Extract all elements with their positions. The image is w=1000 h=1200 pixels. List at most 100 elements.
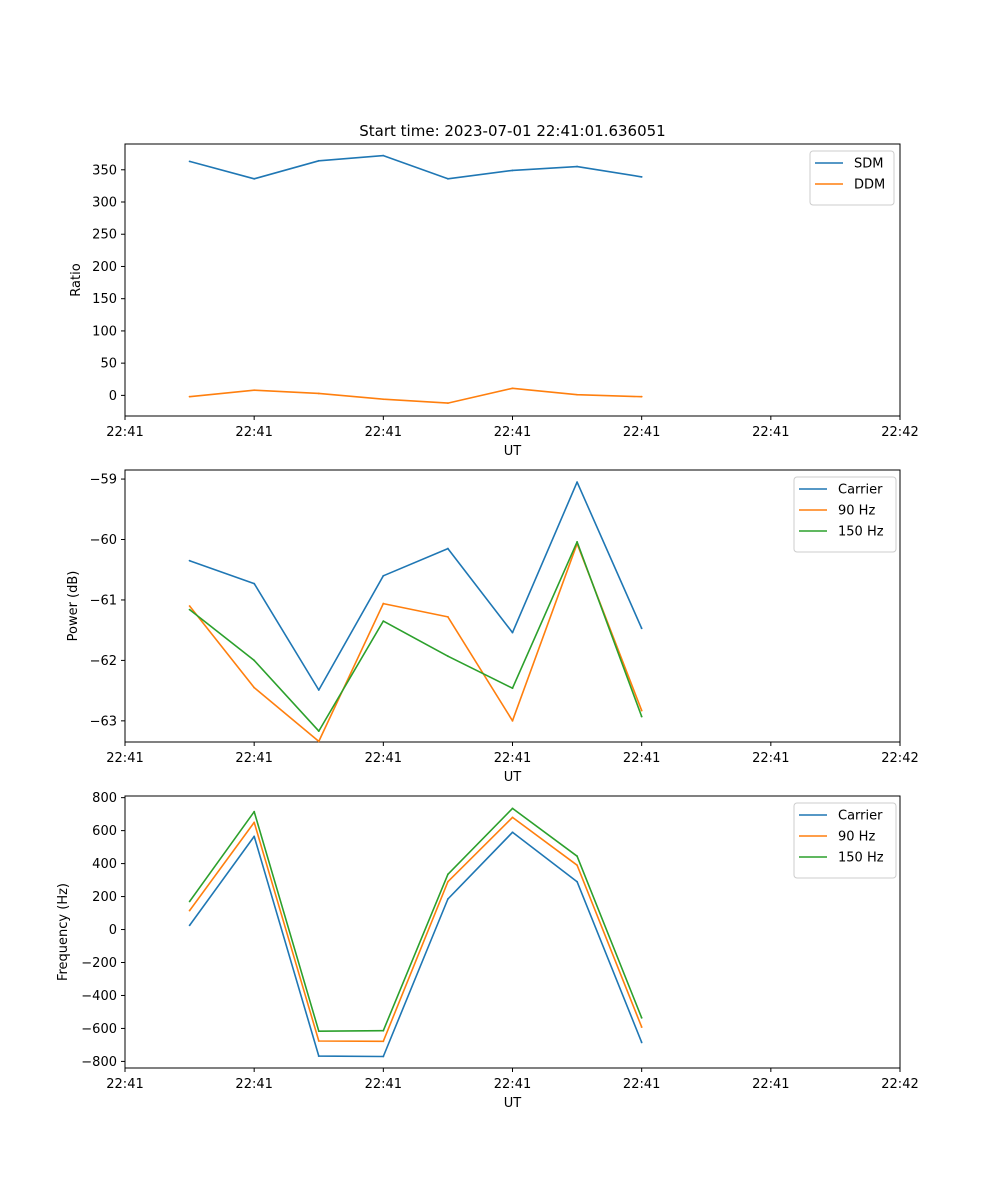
data-point [188, 605, 191, 607]
x-tick-label: 22:41 [623, 1077, 660, 1092]
data-point [253, 686, 256, 689]
data-point [640, 709, 643, 712]
data-point [447, 402, 449, 405]
x-tick-label: 22:41 [365, 425, 402, 440]
data-point [511, 169, 514, 172]
x-tick-label: 22:41 [365, 751, 402, 766]
y-tick-label: −59 [90, 473, 117, 488]
data-point [576, 541, 578, 543]
y-tick-label: 200 [92, 890, 117, 905]
x-tick-label: 22:41 [623, 751, 660, 766]
data-point [317, 730, 320, 733]
y-axis-label: Ratio [69, 263, 84, 296]
data-point [317, 159, 320, 162]
y-tick-label: −200 [81, 956, 117, 971]
data-point [382, 398, 385, 401]
y-tick-label: 800 [92, 791, 117, 806]
legend-entry: 150 Hz [838, 851, 884, 866]
y-tick-label: 300 [92, 196, 117, 211]
data-point [317, 1030, 320, 1033]
chart-panels: 22:41 22:41 22:41 22:41 22:41 22:41 22:42 0 50 10… [56, 143, 919, 1111]
ratio-chart: 22:41 22:41 22:41 22:41 22:41 22:41 22:42 0 50 10… [69, 143, 919, 459]
legend-entry: 150 Hz [838, 525, 884, 540]
data-point [317, 740, 320, 743]
data-point [382, 574, 385, 577]
y-axis-label: Frequency (Hz) [56, 883, 71, 981]
x-tick-label: 22:42 [881, 751, 918, 766]
y-tick-label: −63 [90, 714, 117, 729]
data-point [253, 582, 256, 585]
legend: Carrier 90 Hz 150 Hz [793, 476, 897, 553]
data-point [253, 389, 256, 392]
y-tick-label: 50 [100, 357, 117, 372]
data-point [382, 620, 385, 623]
legend-entry: Carrier [838, 483, 883, 498]
data-point [640, 1016, 643, 1019]
x-axis-label: UT [504, 1096, 522, 1111]
data-point [511, 807, 514, 810]
series-line-carrier [188, 831, 643, 1058]
data-point [317, 392, 320, 395]
frequency-chart: 22:41 22:41 22:41 22:41 22:41 22:41 22:42 −800 −… [56, 791, 919, 1111]
y-tick-label: 400 [92, 857, 117, 872]
x-tick-label: 22:41 [106, 425, 143, 440]
legend: Carrier 90 Hz 150 Hz [793, 802, 897, 879]
x-axis-label: UT [504, 770, 522, 785]
y-tick-label: 150 [92, 292, 117, 307]
legend: SDM DDM [809, 150, 895, 206]
data-point [317, 689, 320, 691]
y-tick-label: 100 [92, 324, 117, 339]
legend-entry: Carrier [838, 809, 883, 824]
series-line-sdm [189, 154, 642, 180]
x-tick-label: 22:41 [235, 751, 272, 766]
y-tick-label: 600 [92, 824, 117, 839]
data-point [382, 602, 385, 605]
data-point [188, 160, 191, 163]
x-tick-label: 22:41 [235, 1077, 272, 1092]
data-point [188, 909, 191, 912]
legend-frame [793, 802, 897, 879]
data-point [447, 655, 449, 658]
legend-entry: SDM [854, 157, 883, 172]
data-point [317, 1055, 320, 1058]
legend-entry: DDM [854, 178, 885, 193]
y-tick-label: −61 [90, 593, 117, 608]
y-tick-label: −400 [81, 989, 117, 1004]
data-point [640, 627, 643, 630]
x-tick-label: 22:41 [106, 1077, 143, 1092]
data-point [511, 631, 514, 634]
data-point [253, 810, 256, 813]
data-point [447, 615, 449, 618]
data-point [188, 608, 191, 611]
data-point [576, 393, 578, 396]
data-point [382, 1040, 385, 1043]
x-tick-label: 22:42 [881, 425, 918, 440]
y-tick-label: −60 [90, 533, 117, 548]
series-line-90-hz [188, 816, 643, 1043]
data-point [576, 880, 578, 883]
y-tick-label: 0 [109, 389, 117, 404]
data-point [382, 1029, 385, 1032]
data-point [188, 924, 191, 927]
data-point [253, 659, 256, 662]
x-tick-label: 22:41 [494, 425, 531, 440]
y-tick-label: 350 [92, 163, 117, 178]
x-tick-label: 22:41 [106, 751, 143, 766]
series-line-150-hz [188, 807, 643, 1032]
data-point [511, 831, 514, 834]
series-line-150-hz [189, 541, 643, 732]
y-tick-label: 0 [109, 923, 117, 938]
data-point [447, 873, 449, 876]
y-tick-label: −600 [81, 1022, 117, 1037]
data-point [253, 821, 256, 824]
data-point [253, 835, 256, 838]
series-line-ddm [189, 387, 642, 404]
data-point [382, 1055, 385, 1058]
x-tick-label: 22:41 [365, 1077, 402, 1092]
data-point [640, 1026, 643, 1029]
data-point [188, 395, 191, 398]
x-tick-label: 22:41 [752, 425, 789, 440]
data-point [576, 481, 578, 483]
x-tick-label: 22:41 [752, 1077, 789, 1092]
